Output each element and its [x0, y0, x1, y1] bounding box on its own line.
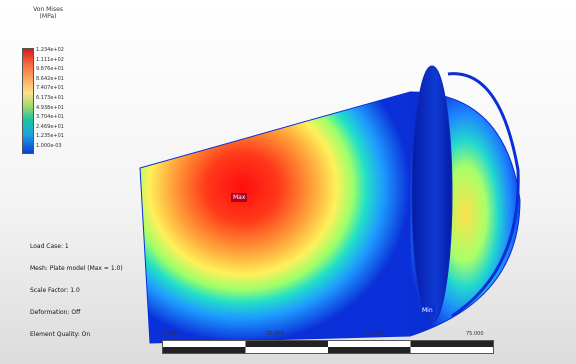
legend-label: 6.173e+01	[36, 94, 64, 101]
legend-label: 1.000e-03	[36, 142, 62, 149]
scale-bar-labels: 0.000 25.000 50.000 75.000	[162, 331, 492, 339]
legend-label: 2.469e+01	[36, 123, 64, 130]
info-line-scale-factor: Scale Factor: 1.0	[30, 287, 80, 294]
legend-label: 9.876e+01	[36, 66, 64, 73]
scale-bar: 0.000 25.000 50.000 75.000	[162, 331, 494, 354]
scale-label: 25.000	[266, 331, 284, 337]
scale-label: 0.000	[164, 331, 179, 337]
legend-label: 3.704e+01	[36, 114, 64, 121]
max-marker: Max	[231, 193, 248, 202]
info-line-element-quality: Element Quality: On	[30, 331, 91, 338]
model-flange-ring	[411, 65, 453, 323]
info-line-load-case: Load Case: 1	[30, 243, 69, 250]
legend-title: Von Mises (MPa)	[33, 6, 63, 20]
legend-label: 1.111e+02	[36, 56, 64, 63]
info-line-deformation: Deformation: Off	[30, 309, 81, 316]
legend-label: 4.938e+01	[36, 104, 64, 111]
legend-labels: 1.234e+02 1.111e+02 9.876e+01 8.642e+01 …	[36, 46, 76, 152]
legend-color-bar	[22, 48, 34, 154]
info-line-mesh: Mesh: Plate model (Max = 1.0)	[30, 265, 123, 272]
scale-bar-track	[162, 340, 494, 354]
legend-label: 1.235e+01	[36, 133, 64, 140]
model-outer-edge	[447, 72, 520, 318]
scale-label: 50.000	[366, 331, 384, 337]
analysis-info-panel: Load Case: 1 Mesh: Plate model (Max = 1.…	[30, 243, 210, 353]
legend-label: 8.642e+01	[36, 75, 64, 82]
legend-label: 1.234e+02	[36, 47, 64, 53]
scale-label: 75.000	[466, 331, 484, 337]
legend-label: 7.407e+01	[36, 85, 64, 92]
min-marker: Min	[420, 306, 435, 315]
